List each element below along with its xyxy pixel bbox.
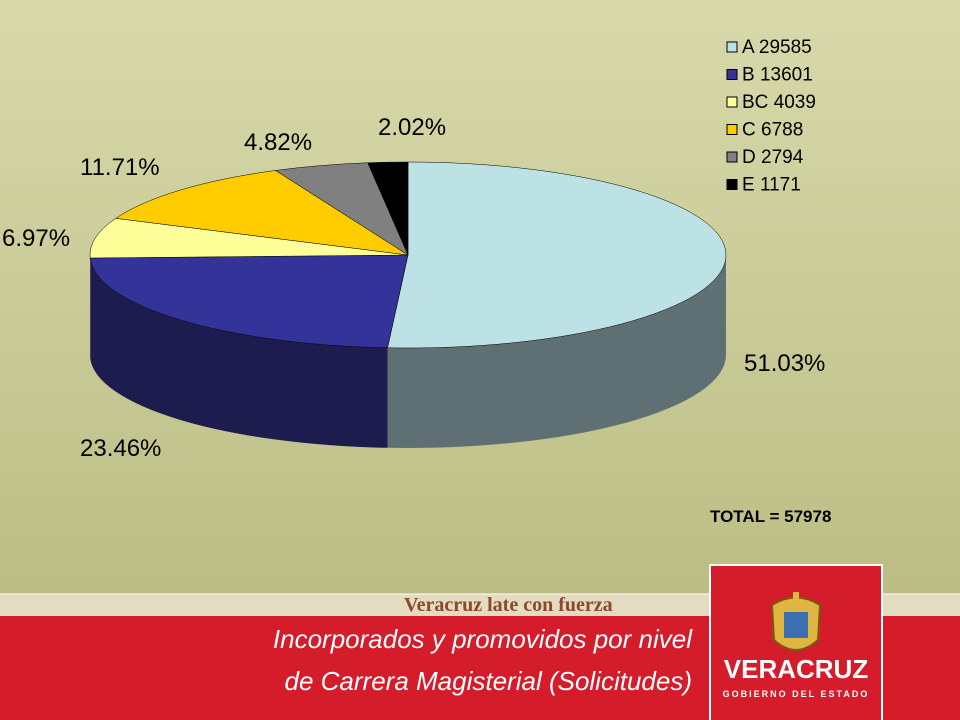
legend-label: C 6788 bbox=[742, 120, 803, 141]
slice bbox=[367, 161, 409, 256]
slogan: Veracruz late con fuerza bbox=[404, 594, 613, 616]
legend-swatch bbox=[726, 124, 738, 135]
slice-side bbox=[90, 258, 388, 448]
slice bbox=[89, 254, 409, 349]
legend-label: B 13601 bbox=[742, 65, 813, 86]
logo-crest bbox=[770, 592, 822, 651]
legend-label: E 1171 bbox=[742, 175, 801, 196]
legend: A 29585 B 13601 BC 4039 C 6788 D 2794 E 1171 bbox=[726, 37, 816, 196]
title-line-2: de Carrera Magisterial (Solicitudes) bbox=[285, 666, 692, 696]
slice-side bbox=[387, 255, 726, 449]
total-annotation: TOTAL = 57978 bbox=[710, 507, 831, 526]
data-label: 2.02% bbox=[378, 114, 446, 141]
data-label: 11.71% bbox=[80, 154, 160, 181]
pie-tops bbox=[89, 161, 727, 349]
legend-label: BC 4039 bbox=[742, 92, 816, 113]
data-label: 51.03% bbox=[744, 350, 825, 377]
slice bbox=[115, 170, 409, 256]
logo-name: VERACRUZ bbox=[724, 654, 869, 684]
legend-swatch bbox=[726, 69, 738, 80]
logo-subtitle: GOBIERNO DEL ESTADO bbox=[723, 689, 870, 699]
legend-swatch bbox=[726, 96, 738, 108]
slice bbox=[89, 218, 409, 259]
data-label: 6.97% bbox=[2, 225, 70, 252]
logo-box bbox=[709, 564, 883, 720]
legend-swatch bbox=[726, 151, 738, 163]
data-label: 4.82% bbox=[244, 129, 312, 156]
legend-label: D 2794 bbox=[742, 147, 804, 168]
pie: 51.03% 23.46% 6.97% 11.71% 4.82% 2.02% bbox=[2, 114, 825, 462]
title-line-1: Incorporados y promovidos por nivel bbox=[273, 624, 693, 654]
legend-swatch bbox=[726, 41, 738, 53]
data-label: 23.46% bbox=[80, 435, 161, 462]
legend-swatch bbox=[726, 179, 738, 190]
slice bbox=[387, 161, 727, 349]
legend-label: A 29585 bbox=[742, 37, 812, 58]
pie-sides bbox=[90, 255, 726, 449]
